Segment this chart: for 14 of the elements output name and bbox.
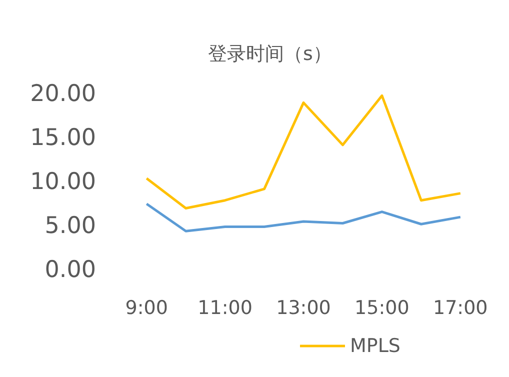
x-tick-label: 11:00 [198, 297, 252, 319]
y-tick-label: 0.00 [44, 257, 96, 283]
y-tick-label: 20.00 [30, 81, 96, 107]
x-tick-label: 13:00 [276, 297, 331, 319]
y-tick-label: 5.00 [44, 213, 96, 239]
legend-label: MPLS [350, 335, 400, 357]
x-tick-label: 17:00 [433, 297, 488, 319]
x-tick-label: 9:00 [125, 297, 168, 319]
line-series [145, 202, 462, 232]
y-tick-label: 15.00 [30, 125, 96, 151]
x-tick-label: 15:00 [354, 297, 410, 319]
y-tick-label: 10.00 [30, 169, 96, 195]
chart-title: 登录时间（s） [208, 43, 332, 65]
line-series [145, 94, 462, 210]
